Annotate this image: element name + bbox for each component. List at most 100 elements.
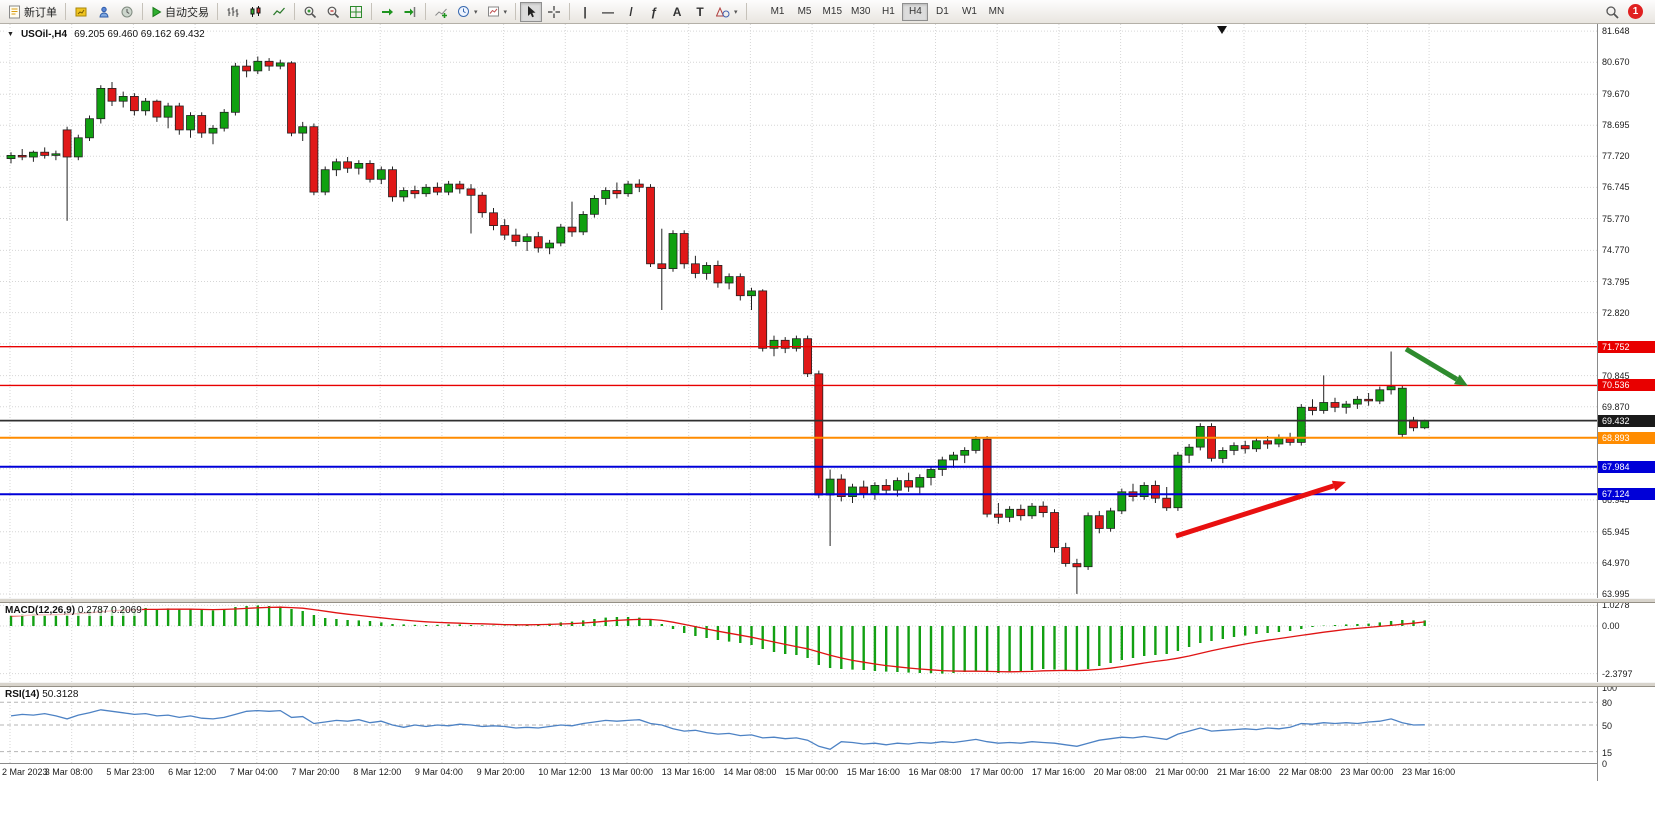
- macd-chart-canvas[interactable]: [0, 603, 1597, 682]
- time-axis-label: 21 Mar 00:00: [1155, 767, 1209, 777]
- candlestick-icon: [249, 5, 263, 19]
- price-axis-label: 70.845: [1602, 370, 1630, 381]
- macd-values: 0.2787 0.2069: [77, 605, 142, 616]
- text-label-button[interactable]: T: [689, 2, 711, 22]
- chart-shift-button[interactable]: [399, 2, 421, 22]
- price-axis-label: 73.795: [1602, 276, 1630, 287]
- toolbar-separator: [569, 3, 571, 20]
- rsi-panel[interactable]: RSI(14) 50.3128: [0, 687, 1597, 763]
- timeframe-h1-button[interactable]: H1: [875, 3, 901, 21]
- indicators-button[interactable]: [430, 2, 452, 22]
- time-axis-label: 6 Mar 12:00: [168, 767, 217, 777]
- bar-chart-button[interactable]: [222, 2, 244, 22]
- auto-trading-button[interactable]: 自动交易: [147, 2, 213, 22]
- time-axis-label: 5 Mar 23:00: [106, 767, 155, 777]
- price-axis-label: 65.945: [1602, 526, 1630, 537]
- zoom-in-button[interactable]: [299, 2, 321, 22]
- macd-histogram: [9, 605, 1426, 674]
- candlestick-chart-button[interactable]: [245, 2, 267, 22]
- templates-button[interactable]: [483, 2, 512, 22]
- rsi-chart-canvas[interactable]: [0, 687, 1597, 763]
- time-axis-label: 23 Mar 00:00: [1340, 767, 1394, 777]
- time-axis-label: 17 Mar 16:00: [1031, 767, 1085, 777]
- market-watch-button[interactable]: [70, 2, 92, 22]
- macd-axis-label: 1.0278: [1602, 600, 1630, 611]
- search-button[interactable]: [1601, 2, 1623, 22]
- rsi-axis-label: 80: [1602, 698, 1613, 709]
- price-chart-panel[interactable]: ▼ USOil-,H4 69.205 69.460 69.162 69.432: [0, 24, 1597, 598]
- price-axis-label: 64.970: [1602, 557, 1630, 568]
- shapes-icon: [716, 6, 730, 18]
- shapes-button[interactable]: [712, 2, 742, 22]
- timeframe-mn-button[interactable]: MN: [983, 3, 1009, 21]
- time-axis[interactable]: 2 Mar 2023 3 Mar 08:00 5 Mar 23:00 6 Mar 12…: [0, 763, 1655, 781]
- timeframe-w1-button[interactable]: W1: [956, 3, 982, 21]
- arrow-annotations[interactable]: [1175, 346, 1468, 539]
- notification-badge[interactable]: 1: [1628, 4, 1643, 19]
- zoom-out-button[interactable]: [322, 2, 344, 22]
- toolbar-right-group: 1: [1601, 2, 1651, 22]
- time-axis-label: 3 Mar 08:00: [44, 767, 93, 777]
- panel-splitter[interactable]: [0, 598, 1655, 603]
- main-toolbar: 新订单 自动交易: [0, 0, 1655, 24]
- rsi-axis-label: 100: [1602, 683, 1618, 693]
- timeframe-toolbar: M1 M5 M15 M30 H1 H4 D1 W1 MN: [765, 2, 1010, 21]
- line-chart-button[interactable]: [268, 2, 290, 22]
- data-window-button[interactable]: [93, 2, 115, 22]
- time-axis-label: 22 Mar 08:00: [1278, 767, 1332, 777]
- price-axis-label: 74.770: [1602, 245, 1630, 256]
- time-axis-label: 14 Mar 08:00: [723, 767, 777, 777]
- candles[interactable]: [6, 56, 1430, 594]
- rsi-name: RSI(14): [5, 689, 40, 700]
- order-ticket-icon: [8, 5, 21, 19]
- time-axis-label: 23 Mar 16:00: [1402, 767, 1456, 777]
- price-tag: 71.752: [1598, 340, 1655, 353]
- time-axis-label: 16 Mar 08:00: [908, 767, 962, 777]
- timeframe-m5-button[interactable]: M5: [792, 3, 818, 21]
- vertical-line-button[interactable]: |: [574, 2, 596, 22]
- chart-header: ▼ USOil-,H4 69.205 69.460 69.162 69.432: [5, 29, 207, 40]
- time-marker-icon[interactable]: [1217, 26, 1227, 34]
- price-axis[interactable]: 81.648 80.670 79.670 78.695 77.720 76.745 75.7…: [1597, 24, 1655, 781]
- macd-grid: [0, 603, 1597, 682]
- timeframe-m15-button[interactable]: M15: [819, 3, 846, 21]
- time-axis-label: 7 Mar 20:00: [291, 767, 340, 777]
- horizontal-line-button[interactable]: —: [597, 2, 619, 22]
- arrow-right-icon: [380, 5, 394, 19]
- time-axis-label: 13 Mar 00:00: [600, 767, 654, 777]
- horizontal-line-icon: —: [602, 4, 615, 19]
- timeframe-d1-button[interactable]: D1: [929, 3, 955, 21]
- timeframe-h4-button[interactable]: H4: [902, 2, 929, 21]
- macd-axis-label: 0.00: [1602, 621, 1620, 631]
- fibonacci-button[interactable]: ƒ: [643, 2, 665, 22]
- ohlc-bars-icon: [226, 5, 240, 19]
- clock-icon: [457, 5, 470, 18]
- ohlc-values: 69.205 69.460 69.162 69.432: [74, 29, 205, 40]
- toolbar-separator: [371, 3, 372, 20]
- time-axis-label: 13 Mar 16:00: [661, 767, 715, 777]
- price-tag: 69.432: [1598, 414, 1655, 427]
- timeframe-m30-button[interactable]: M30: [847, 3, 874, 21]
- periods-button[interactable]: [453, 2, 482, 22]
- trendline-button[interactable]: /: [620, 2, 642, 22]
- history-center-button[interactable]: [116, 2, 138, 22]
- timeframe-m1-button[interactable]: M1: [765, 3, 791, 21]
- time-axis-label: 2 Mar 2023: [2, 767, 48, 777]
- cursor-icon: [525, 5, 537, 19]
- chart-collapse-icon[interactable]: ▼: [7, 31, 14, 38]
- toolbar-separator: [65, 3, 66, 20]
- text-button[interactable]: A: [666, 2, 688, 22]
- tile-windows-button[interactable]: [345, 2, 367, 22]
- zoom-in-icon: [303, 5, 317, 19]
- auto-scroll-button[interactable]: [376, 2, 398, 22]
- new-order-button[interactable]: 新订单: [4, 2, 61, 22]
- play-icon: [151, 6, 162, 18]
- horizontal-lines[interactable]: [0, 346, 1597, 496]
- macd-panel[interactable]: MACD(12,26,9) 0.2787 0.2069: [0, 603, 1597, 682]
- market-watch-icon: [74, 5, 88, 19]
- crosshair-button[interactable]: [543, 2, 565, 22]
- panel-splitter[interactable]: [0, 682, 1655, 687]
- cursor-button[interactable]: [520, 1, 543, 22]
- candlestick-chart-canvas[interactable]: [0, 24, 1597, 598]
- time-axis-label: 10 Mar 12:00: [538, 767, 592, 777]
